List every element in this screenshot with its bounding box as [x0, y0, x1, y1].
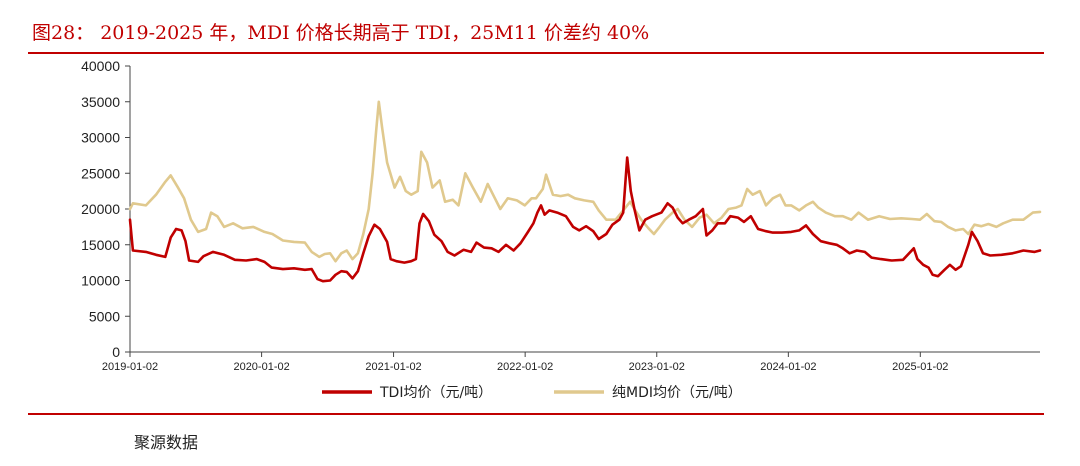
x-tick-label: 2023-01-02 — [629, 361, 685, 373]
title-rule — [28, 52, 1044, 54]
legend-label-tdi: TDI均价（元/吨） — [379, 385, 492, 401]
line-chart: 0 5000 10000 15000 20000 25000 30000 35000 40000… — [81, 58, 1042, 401]
series-line-mdi — [128, 100, 1042, 263]
y-tick-label: 0 — [112, 344, 120, 360]
x-tick-label: 2022-01-02 — [497, 361, 553, 373]
series-layer — [128, 100, 1042, 283]
y-tick-label: 35000 — [81, 94, 120, 110]
y-tick-label: 40000 — [81, 58, 120, 74]
x-axis: 2019-01-02 2020-01-02 2021-01-02 2022-01-02… — [102, 351, 1040, 373]
figure-title: 图28： 2019-2025 年，MDI 价格长期高于 TDI，25M11 价差… — [32, 22, 650, 44]
y-tick-label: 5000 — [89, 308, 120, 324]
y-tick-label: 10000 — [81, 273, 120, 289]
series-line-tdi — [128, 156, 1042, 283]
x-tick-label: 2024-01-02 — [760, 361, 816, 373]
x-tick-label: 2020-01-02 — [233, 361, 289, 373]
y-tick-label: 15000 — [81, 237, 120, 253]
source-note: 聚源数据 — [134, 433, 199, 452]
y-tick-label: 25000 — [81, 165, 120, 181]
x-tick-label: 2019-01-02 — [102, 361, 158, 373]
legend-label-mdi: 纯MDI均价（元/吨） — [612, 385, 742, 401]
x-tick-label: 2021-01-02 — [365, 361, 421, 373]
source-rule — [28, 413, 1044, 415]
y-axis: 0 5000 10000 15000 20000 25000 30000 35000 40000 — [81, 58, 131, 360]
x-tick-label: 2025-01-02 — [892, 361, 948, 373]
y-tick-label: 20000 — [81, 201, 120, 217]
legend: TDI均价（元/吨） 纯MDI均价（元/吨） — [322, 385, 742, 401]
y-tick-label: 30000 — [81, 130, 120, 146]
